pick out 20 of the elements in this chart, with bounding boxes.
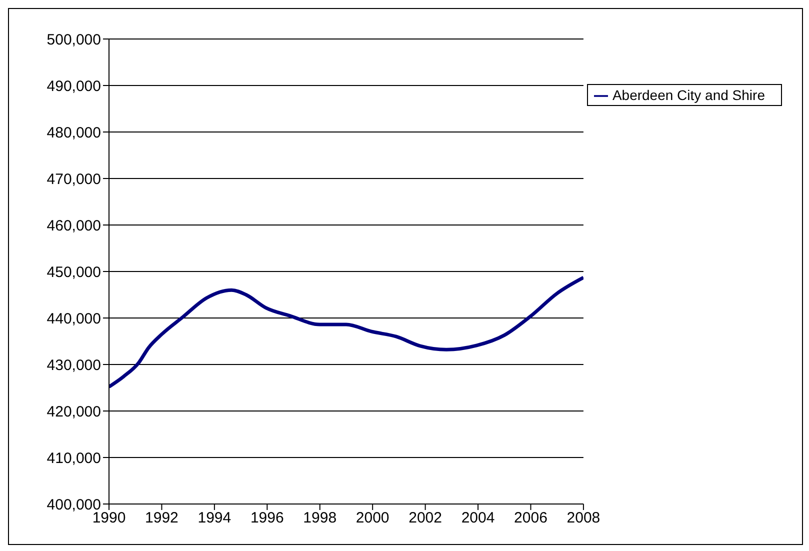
x-tick-label: 1996 <box>250 510 284 527</box>
x-tick-label: 2002 <box>408 510 442 527</box>
x-tick-label: 2004 <box>461 510 495 527</box>
x-tick-label: 1992 <box>145 510 178 527</box>
y-tick-label: 450,000 <box>46 264 101 281</box>
y-tick-label: 440,000 <box>46 310 101 328</box>
x-tick-label: 2008 <box>566 510 600 527</box>
x-tick-label: 2006 <box>514 510 548 527</box>
y-tick-label: 500,000 <box>46 31 101 48</box>
y-tick-label: 470,000 <box>46 170 101 188</box>
y-tick-label: 480,000 <box>46 124 101 142</box>
y-tick-label: 490,000 <box>46 78 101 95</box>
y-tick-label: 410,000 <box>46 450 101 467</box>
y-tick-label: 460,000 <box>46 217 101 234</box>
x-tick-label: 1998 <box>303 510 337 527</box>
x-tick-label: 2000 <box>356 510 390 527</box>
legend-label: Aberdeen City and Shire <box>612 87 765 103</box>
x-tick-label: 1994 <box>198 510 232 527</box>
y-tick-label: 420,000 <box>46 403 101 420</box>
y-tick-label: 430,000 <box>46 356 101 374</box>
